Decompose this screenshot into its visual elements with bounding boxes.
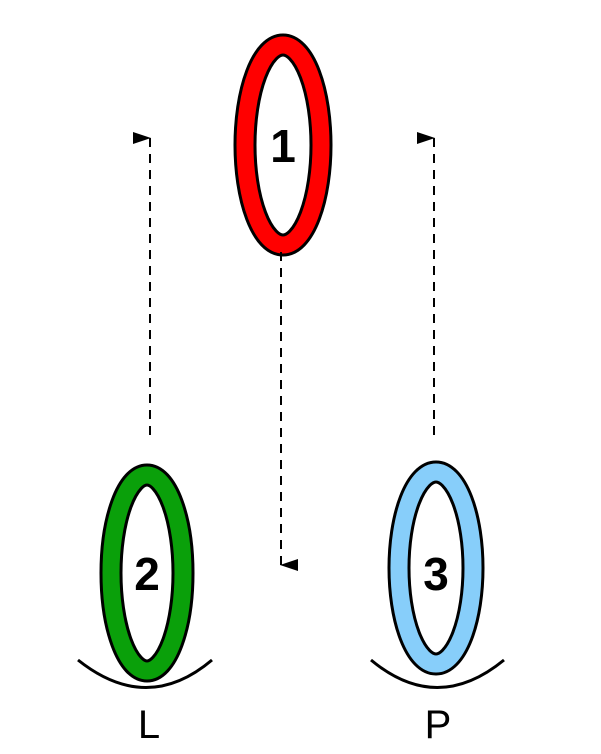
- ring-1-label: 1: [270, 120, 296, 172]
- site-P-label: P: [425, 703, 452, 747]
- ring-2-label: 2: [134, 548, 160, 600]
- ring-3: 3: [387, 460, 485, 676]
- site-L-arc: [77, 658, 213, 689]
- site-L-label: L: [138, 703, 160, 747]
- ring-1: 1: [233, 33, 333, 257]
- ring-1-fill: [236, 36, 330, 254]
- ring-3-fill: [390, 463, 482, 673]
- site-P-arc: [370, 658, 505, 689]
- ring-2: 2: [99, 463, 195, 683]
- ring-3-label: 3: [423, 548, 449, 600]
- ring-2-fill: [102, 466, 192, 680]
